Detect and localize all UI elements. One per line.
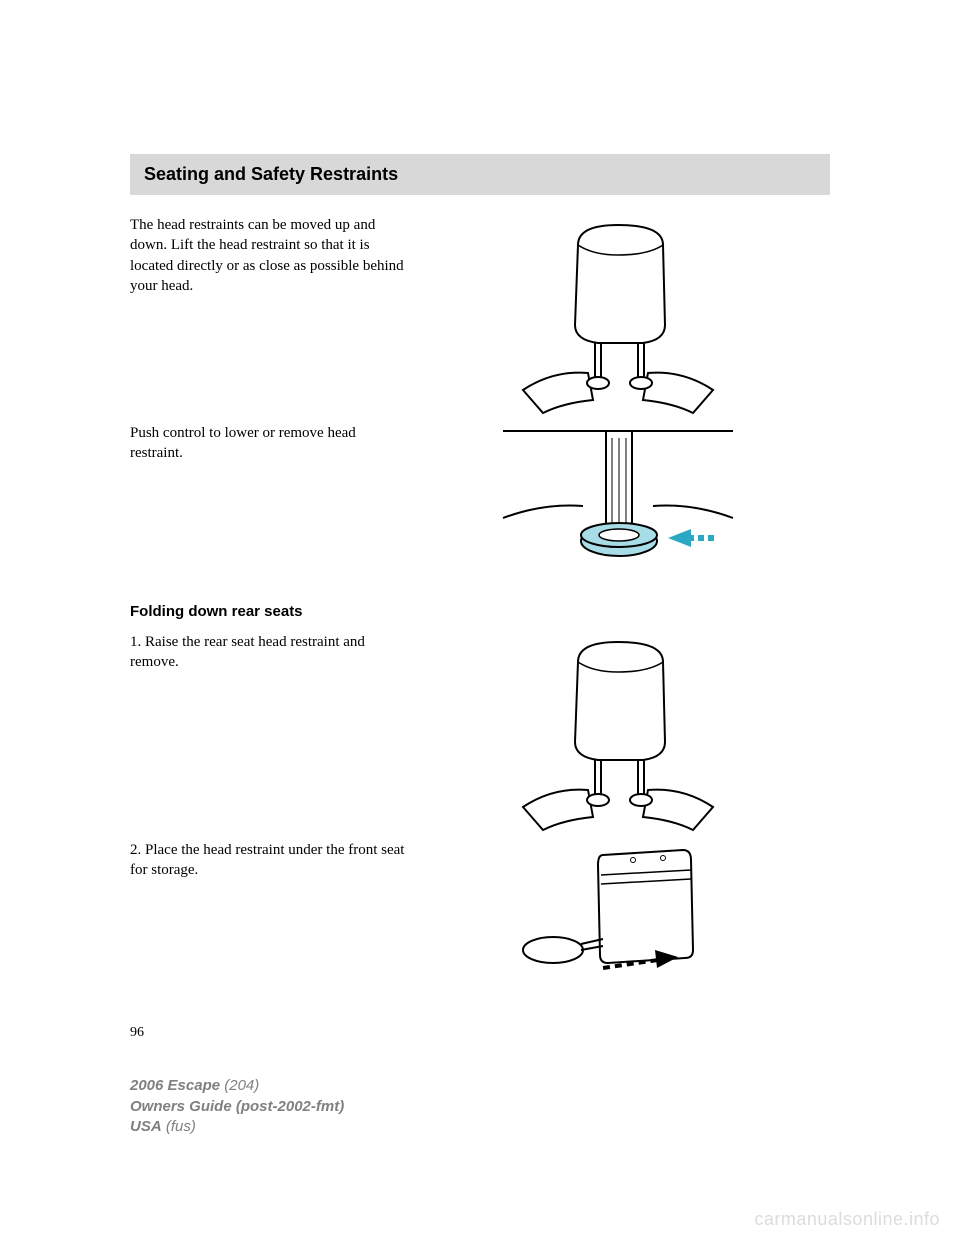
heading-folding-rear-seats: Folding down rear seats — [130, 603, 830, 620]
content-block-raise-remove: 1. Raise the rear seat head restraint an… — [130, 632, 830, 832]
illustration-headrestraint-on-seat — [405, 215, 830, 415]
footer-line3: USA (fus) — [130, 1117, 344, 1137]
page-container: Seating and Safety Restraints The head r… — [0, 0, 960, 1041]
watermark: carmanualsonline.info — [754, 1209, 940, 1230]
footer: 2006 Escape (204) Owners Guide (post-200… — [130, 1076, 344, 1137]
section-title: Seating and Safety Restraints — [144, 164, 398, 184]
illustration-push-control — [405, 423, 830, 573]
illustration-store-under-seat — [405, 840, 830, 980]
content-block-store-under-seat: 2. Place the head restraint under the fr… — [130, 840, 830, 980]
footer-code: (204) — [220, 1077, 259, 1094]
footer-suffix: (fus) — [162, 1118, 196, 1135]
text-store-under-seat: 2. Place the head restraint under the fr… — [130, 840, 405, 980]
section-header: Seating and Safety Restraints — [130, 154, 830, 195]
text-headrestraint-adjust: The head restraints can be moved up and … — [130, 215, 405, 415]
footer-region: USA — [130, 1118, 162, 1135]
content-block-headrestraint-adjust: The head restraints can be moved up and … — [130, 215, 830, 415]
illustration-raise-remove — [405, 632, 830, 832]
page-number: 96 — [130, 1025, 830, 1041]
content-block-push-control: Push control to lower or remove head res… — [130, 423, 830, 573]
text-raise-remove: 1. Raise the rear seat head restraint an… — [130, 632, 405, 832]
footer-model: 2006 Escape — [130, 1077, 220, 1094]
footer-line1: 2006 Escape (204) — [130, 1076, 344, 1096]
footer-line2: Owners Guide (post-2002-fmt) — [130, 1097, 344, 1117]
text-push-control: Push control to lower or remove head res… — [130, 423, 405, 573]
